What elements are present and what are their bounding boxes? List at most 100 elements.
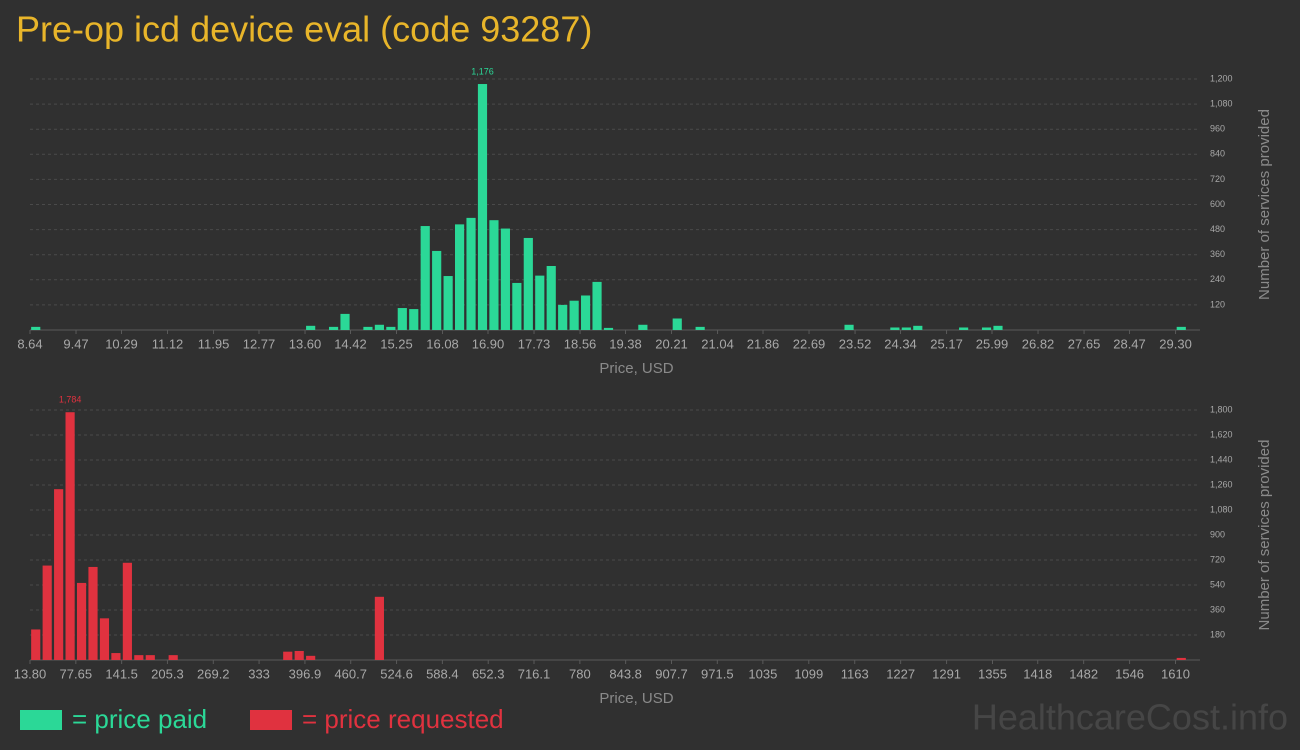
y-tick-label: 960 [1210, 124, 1225, 134]
bar [1176, 657, 1186, 660]
x-tick-label: 10.29 [105, 336, 138, 351]
bar [134, 655, 144, 660]
x-tick-label: 23.52 [839, 336, 872, 351]
x-tick-label: 1291 [932, 666, 961, 681]
x-axis-label: Price, USD [599, 360, 673, 377]
x-tick-label: 1482 [1069, 666, 1098, 681]
x-tick-label: 11.12 [152, 336, 184, 351]
data-label: 1,176 [471, 66, 494, 76]
bar [535, 275, 545, 330]
bar [409, 309, 419, 330]
y-tick-label: 1,080 [1210, 504, 1233, 514]
bar [111, 653, 121, 660]
y-axis-label: Number of services provided [1256, 109, 1273, 300]
x-tick-label: 20.21 [655, 336, 688, 351]
bar [890, 327, 900, 330]
bar [432, 250, 442, 330]
bar [76, 582, 87, 660]
bar [363, 326, 373, 330]
x-tick-label: 16.08 [426, 336, 459, 351]
x-tick-label: 1418 [1023, 666, 1052, 681]
y-tick-label: 360 [1210, 249, 1225, 259]
y-tick-label: 1,440 [1210, 454, 1233, 464]
x-tick-label: 15.25 [380, 336, 413, 351]
legend-swatch [20, 710, 62, 730]
bar [901, 327, 911, 330]
y-tick-label: 1,800 [1210, 404, 1233, 414]
x-tick-label: 21.04 [701, 336, 734, 351]
x-tick-label: 19.38 [609, 336, 642, 351]
bar [397, 308, 407, 330]
x-tick-label: 652.3 [472, 666, 505, 681]
x-tick-label: 1610 [1161, 666, 1190, 681]
x-tick-label: 12.77 [243, 336, 276, 351]
x-tick-label: 907.7 [655, 666, 688, 681]
bar [569, 300, 579, 330]
bar [523, 237, 533, 330]
y-tick-label: 1,080 [1210, 98, 1233, 108]
x-tick-label: 29.30 [1159, 336, 1192, 351]
y-tick-label: 360 [1210, 604, 1225, 614]
bar [88, 566, 98, 660]
bar [672, 318, 682, 330]
bar [466, 217, 476, 330]
x-tick-label: 25.17 [930, 336, 963, 351]
x-tick-label: 27.65 [1068, 336, 1101, 351]
data-label: 1,784 [59, 395, 82, 405]
x-tick-label: 269.2 [197, 666, 230, 681]
bar [374, 596, 384, 660]
x-tick-label: 333 [248, 666, 270, 681]
bar [294, 650, 304, 660]
x-tick-label: 1355 [978, 666, 1007, 681]
bar [546, 265, 556, 330]
bar [42, 565, 52, 660]
bar [581, 295, 591, 330]
x-tick-label: 1163 [841, 666, 869, 681]
bar [638, 324, 648, 330]
bar [145, 655, 155, 660]
x-tick-label: 21.86 [747, 336, 780, 351]
bar [420, 226, 430, 330]
x-tick-label: 588.4 [426, 666, 459, 681]
x-tick-label: 17.73 [518, 336, 551, 351]
bar [603, 327, 614, 330]
y-tick-label: 180 [1210, 629, 1225, 639]
x-tick-label: 843.8 [609, 666, 642, 681]
x-tick-label: 1035 [748, 666, 777, 681]
bar [695, 326, 705, 330]
x-tick-label: 18.56 [564, 336, 597, 351]
bar [283, 651, 293, 660]
bar [913, 325, 923, 330]
bar [959, 327, 969, 330]
x-tick-label: 396.9 [289, 666, 322, 681]
bar [512, 282, 522, 330]
x-tick-label: 524.6 [380, 666, 413, 681]
bar [592, 281, 602, 330]
bar [844, 324, 854, 330]
x-tick-label: 8.64 [17, 336, 42, 351]
x-tick-label: 141.5 [105, 666, 138, 681]
bar [31, 326, 41, 330]
y-tick-label: 720 [1210, 554, 1225, 564]
x-tick-label: 24.34 [884, 336, 917, 351]
x-tick-label: 28.47 [1113, 336, 1146, 351]
bar [386, 326, 396, 330]
y-tick-label: 840 [1210, 149, 1225, 159]
bar [328, 326, 339, 330]
x-tick-label: 13.60 [289, 336, 322, 351]
bar [122, 562, 132, 660]
y-tick-label: 600 [1210, 199, 1225, 209]
bar [306, 325, 316, 330]
legend-label: = price requested [302, 704, 504, 734]
bar [489, 220, 499, 330]
legend-swatch [250, 710, 292, 730]
bar [454, 224, 465, 330]
bar [477, 84, 488, 331]
bar [99, 618, 110, 660]
x-tick-label: 971.5 [701, 666, 734, 681]
bar [65, 412, 75, 660]
y-tick-label: 1,200 [1210, 73, 1233, 83]
x-tick-label: 1546 [1115, 666, 1144, 681]
